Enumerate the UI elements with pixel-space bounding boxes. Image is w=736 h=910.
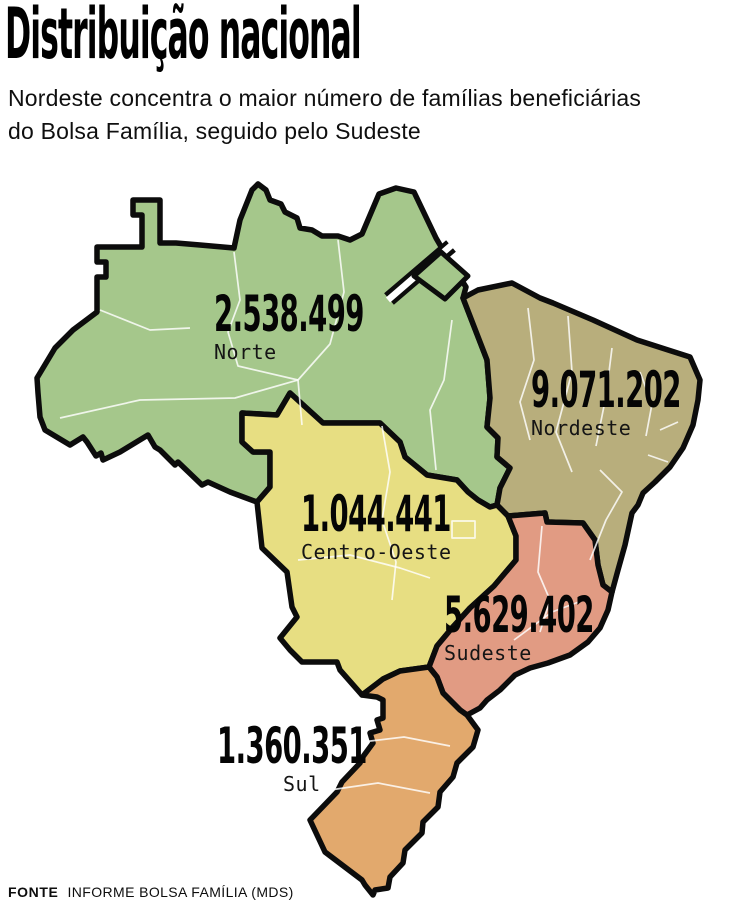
label-sudeste: 5.629.402 Sudeste xyxy=(444,586,717,665)
region-sudeste-shape xyxy=(426,510,615,718)
source-label: FONTE xyxy=(8,884,59,900)
label-nordeste: 9.071.202 Nordeste xyxy=(531,361,736,440)
label-sul: 1.360.351 Sul xyxy=(217,717,490,796)
page-title: Distribuição nacional xyxy=(5,0,362,75)
sudeste-name: Sudeste xyxy=(444,641,532,665)
distrito-federal-square xyxy=(451,520,476,539)
nordeste-name: Nordeste xyxy=(531,416,632,440)
norte-name: Norte xyxy=(214,340,277,364)
nordeste-value: 9.071.202 xyxy=(531,361,681,419)
state-borders xyxy=(59,239,679,794)
marajo-island-shape xyxy=(411,249,471,302)
norte-value: 2.538.499 xyxy=(214,285,364,343)
sul-value: 1.360.351 xyxy=(217,717,367,775)
region-sul-shape xyxy=(307,664,481,898)
sudeste-value: 5.629.402 xyxy=(444,586,594,644)
centro-oeste-value: 1.044.441 xyxy=(301,485,451,543)
page-subtitle: Nordeste concentra o maior número de fam… xyxy=(8,85,642,144)
centro-oeste-name: Centro-Oeste xyxy=(301,540,452,564)
source-line: FONTE INFORME BOLSA FAMÍLIA (MDS) xyxy=(8,884,294,900)
label-norte: 2.538.499 Norte xyxy=(214,285,487,364)
source-text: INFORME BOLSA FAMÍLIA (MDS) xyxy=(67,884,294,900)
label-centro-oeste: 1.044.441 Centro-Oeste xyxy=(301,485,574,564)
sul-name: Sul xyxy=(283,772,321,796)
